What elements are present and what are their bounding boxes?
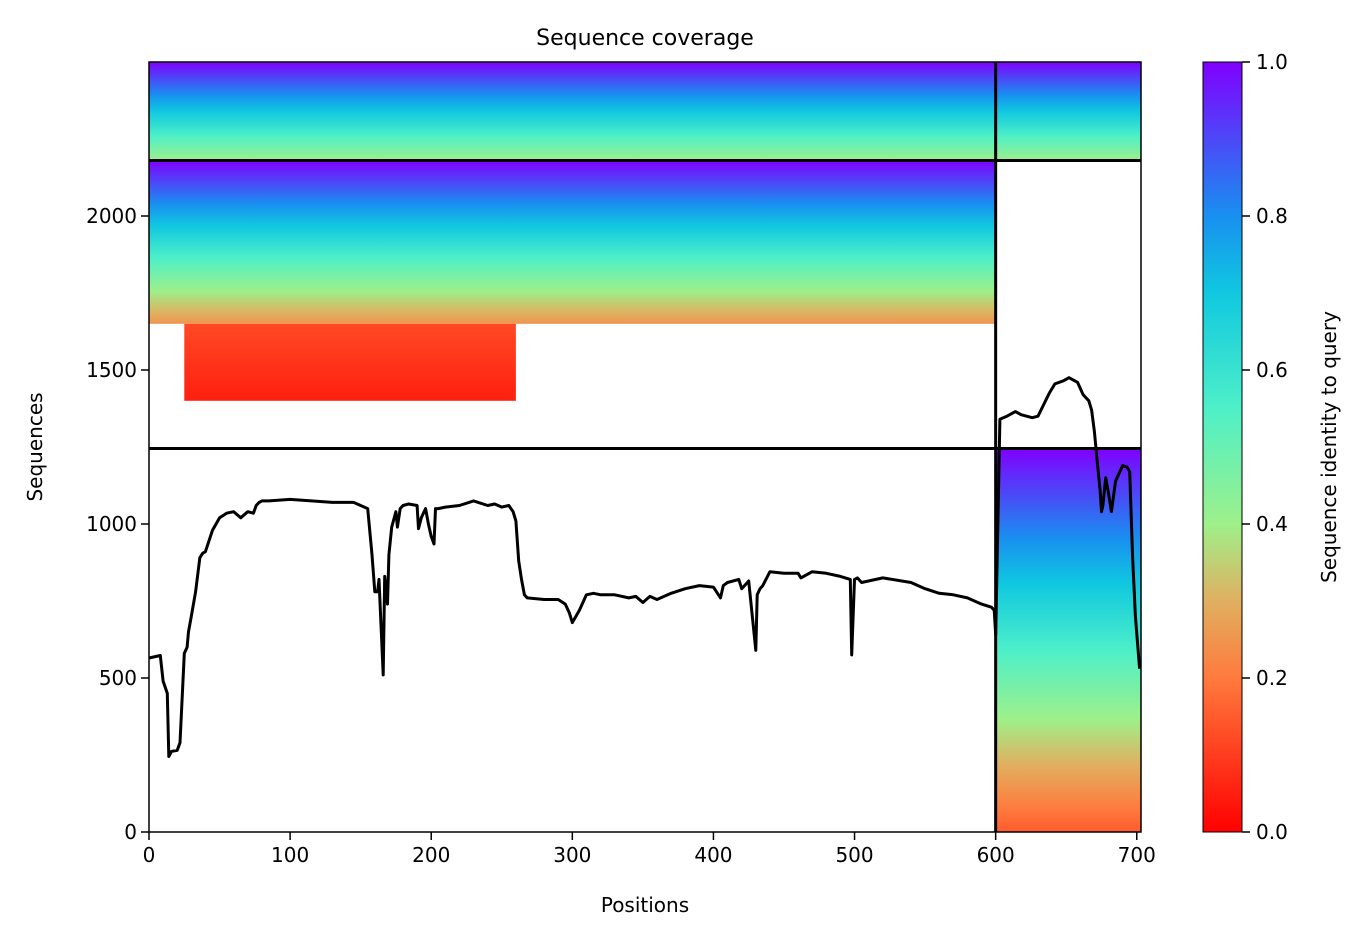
y-tick-label: 1500	[86, 358, 137, 382]
colorbar-tick-label: 0.0	[1256, 820, 1288, 844]
colorbar-tick-label: 0.2	[1256, 666, 1288, 690]
y-axis-label: Sequences	[23, 392, 47, 501]
heatmap-block-fill	[995, 62, 1141, 161]
heatmap-block-fill	[995, 448, 1141, 832]
region-dividers	[149, 62, 1141, 832]
colorbar-tick-label: 0.8	[1256, 204, 1288, 228]
heatmap-block-3	[184, 323, 516, 401]
heatmap-block-fill	[149, 62, 996, 161]
x-tick-label: 100	[271, 843, 309, 867]
colorbar-ticks: 0.0 0.2 0.4 0.6 0.8 1.0	[1242, 50, 1288, 844]
colorbar-tick-label: 0.4	[1256, 512, 1288, 536]
heatmap-block-2	[149, 160, 996, 324]
y-axis-ticks: 0 500 1000 1500 2000	[86, 204, 149, 844]
colorbar-tick-label: 0.6	[1256, 358, 1288, 382]
coverage-line	[148, 376, 1142, 758]
heatmap-block-fill	[184, 323, 516, 401]
x-tick-label: 0	[143, 843, 156, 867]
y-tick-label: 2000	[86, 204, 137, 228]
heatmap-block-0	[149, 62, 996, 161]
x-tick-label: 300	[553, 843, 591, 867]
heatmap-block-fill	[149, 160, 996, 324]
heatmap-block-4	[995, 448, 1141, 832]
plot-frame	[148, 61, 1142, 833]
y-tick-label: 500	[99, 666, 137, 690]
x-axis-label: Positions	[601, 893, 689, 917]
x-tick-label: 700	[1118, 843, 1156, 867]
colorbar-tick-label: 1.0	[1256, 50, 1288, 74]
heatmap-block-1	[995, 62, 1141, 161]
coverage-heatmap	[149, 62, 1141, 832]
x-axis-ticks: 0 100 200 300 400 500 600 700	[143, 832, 1156, 867]
x-tick-label: 500	[835, 843, 873, 867]
colorbar-label: Sequence identity to query	[1317, 311, 1341, 583]
y-tick-label: 0	[124, 820, 137, 844]
chart-title: Sequence coverage	[536, 26, 754, 51]
colorbar	[1202, 61, 1243, 833]
x-tick-label: 400	[694, 843, 732, 867]
x-tick-label: 200	[412, 843, 450, 867]
y-tick-label: 1000	[86, 512, 137, 536]
x-tick-label: 600	[977, 843, 1015, 867]
